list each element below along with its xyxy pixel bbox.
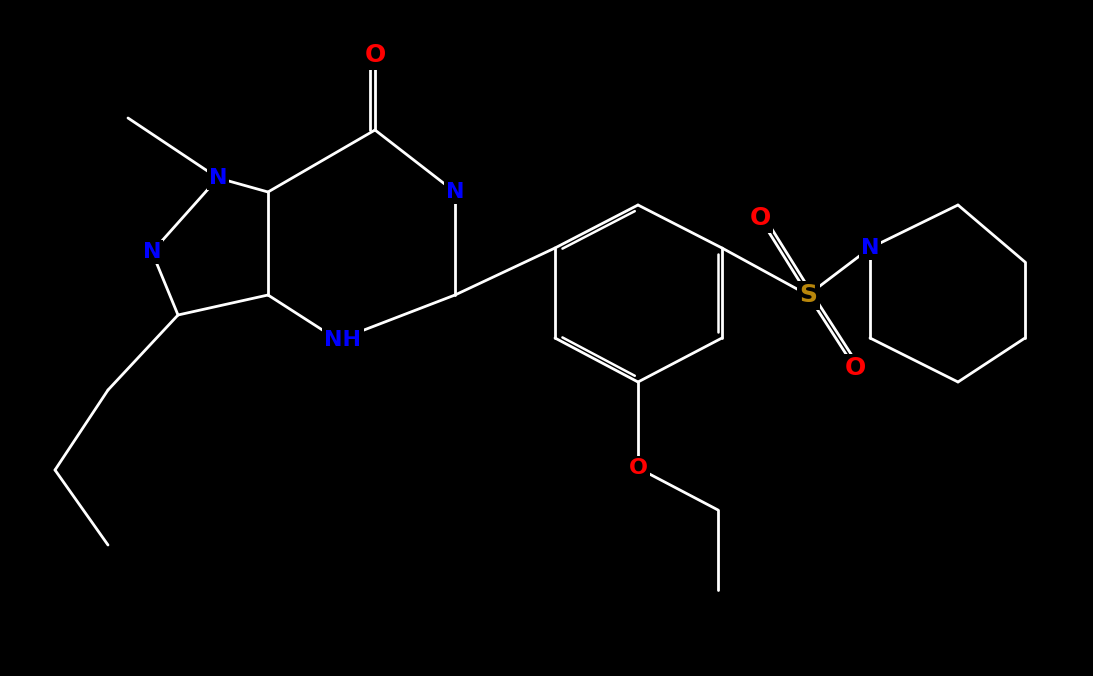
Text: N: N: [861, 238, 879, 258]
Text: O: O: [750, 206, 771, 230]
Text: N: N: [209, 168, 227, 188]
Text: O: O: [364, 43, 386, 67]
Text: O: O: [628, 458, 647, 478]
Text: O: O: [845, 356, 866, 380]
Text: N: N: [446, 182, 465, 202]
Text: S: S: [799, 283, 816, 307]
Text: N: N: [143, 242, 162, 262]
Text: NH: NH: [325, 330, 362, 350]
